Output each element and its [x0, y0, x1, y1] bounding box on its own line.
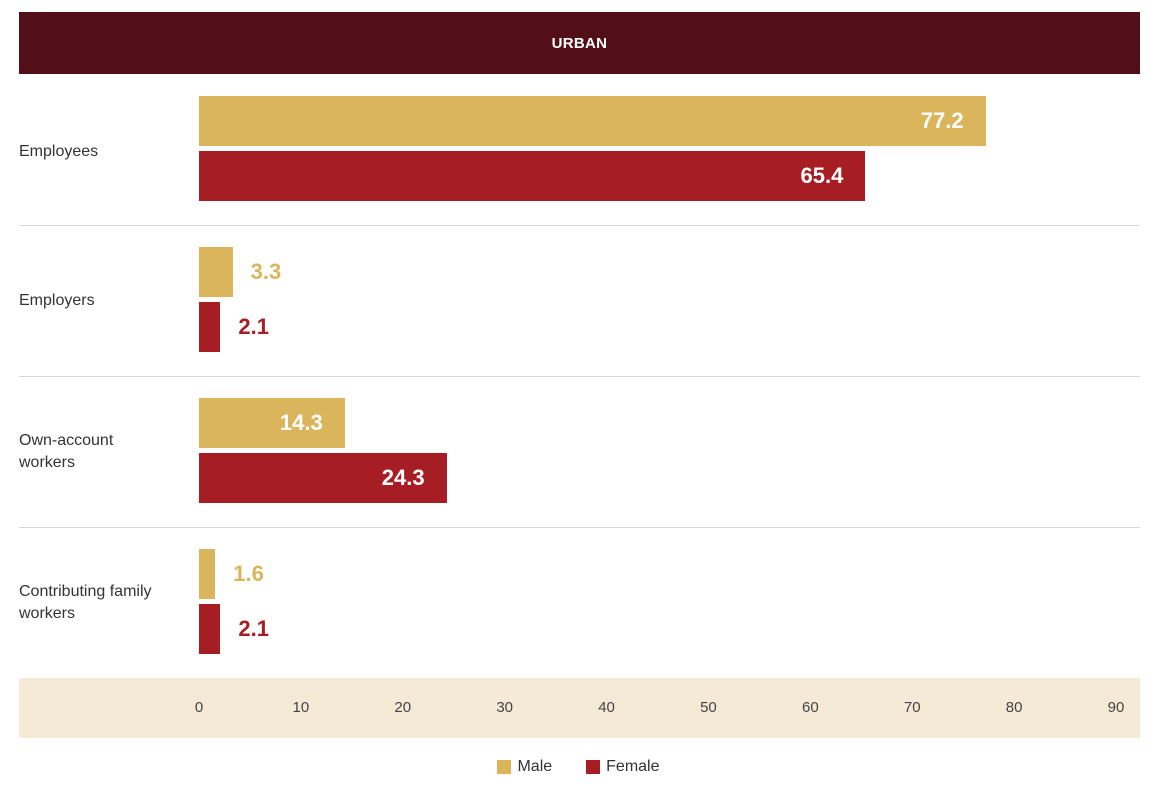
x-tick-label: 50 [700, 699, 717, 716]
data-label-male-employees: 77.2 [920, 108, 964, 133]
chart-title-banner: URBAN [19, 12, 1140, 74]
category-label-employers: Employers [19, 291, 95, 309]
legend-label-male: Male [517, 758, 553, 775]
bar-male-own-account-workers[interactable] [199, 398, 345, 448]
category-label-employees: Employees [19, 142, 99, 160]
bar-female-contributing-family-workers[interactable] [199, 604, 221, 654]
bar-female-employees[interactable] [199, 151, 866, 201]
bar-male-employees[interactable] [199, 96, 986, 146]
data-label-male-own-account-workers: 14.3 [279, 410, 323, 435]
x-tick-label: 0 [194, 699, 204, 716]
group-separator [19, 376, 1140, 377]
chart-title: URBAN [551, 34, 608, 52]
group-separator [19, 527, 1140, 528]
category-label-contributing-family-workers: Contributing family workers [19, 582, 152, 622]
x-axis-band [19, 678, 1140, 738]
legend-swatch-male [497, 760, 512, 774]
x-tick-label: 40 [598, 699, 615, 716]
bar-male-employers[interactable] [199, 247, 233, 297]
x-tick-label: 90 [1107, 699, 1125, 716]
category-label-own-account-workers: Own-account workers [19, 431, 114, 471]
bar-female-employers[interactable] [199, 302, 221, 352]
x-tick-label: 60 [801, 699, 819, 716]
x-tick-label: 10 [292, 699, 310, 716]
data-label-male-employers: 3.3 [250, 259, 282, 284]
data-label-female-employees: 65.4 [800, 163, 844, 188]
x-tick-label: 30 [496, 699, 513, 716]
data-label-female-employers: 2.1 [238, 314, 269, 339]
legend: Male Female [0, 758, 1157, 776]
data-label-male-contributing-family-workers: 1.6 [233, 561, 264, 586]
bar-male-contributing-family-workers[interactable] [199, 549, 216, 599]
data-label-female-contributing-family-workers: 2.1 [238, 616, 269, 641]
legend-item-male[interactable]: Male [497, 758, 552, 776]
data-label-female-own-account-workers: 24.3 [381, 465, 425, 490]
bar-female-own-account-workers[interactable] [199, 453, 447, 503]
legend-swatch-female [586, 760, 601, 774]
x-tick-label: 70 [903, 699, 921, 716]
legend-label-female: Female [606, 758, 660, 775]
legend-item-female[interactable]: Female [586, 758, 660, 776]
group-separator [19, 225, 1140, 226]
x-tick-label: 80 [1005, 699, 1023, 716]
x-tick-label: 20 [394, 699, 412, 716]
